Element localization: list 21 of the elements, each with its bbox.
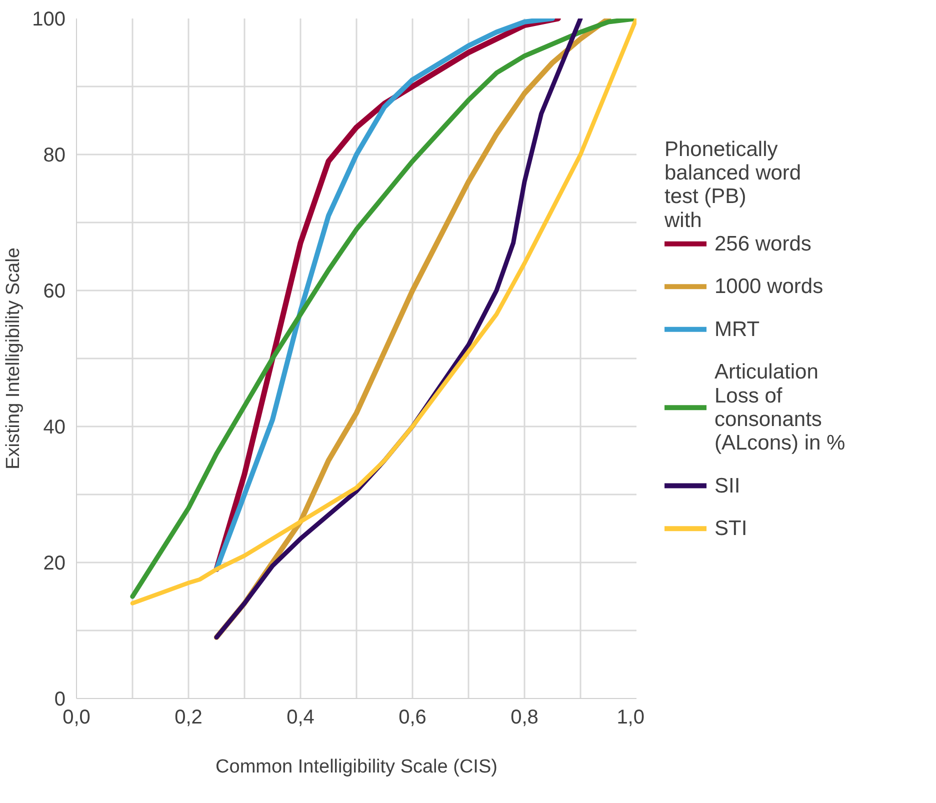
- legend-label: 256 words: [714, 232, 812, 256]
- y-tick-label: 60: [43, 280, 66, 302]
- legend-label: Articulation Loss of consonants (ALcons) in %: [714, 360, 846, 454]
- y-tick-label: 100: [32, 8, 66, 30]
- legend-title: Phonetically balanced word test (PB) with: [664, 138, 802, 232]
- x-tick-label: 1,0: [616, 706, 645, 728]
- legend-label: 1000 words: [714, 275, 824, 298]
- x-tick-label: 0,4: [286, 706, 314, 728]
- y-tick-label: 80: [43, 144, 66, 166]
- x-tick-label: 0,2: [174, 706, 202, 728]
- y-tick-label: 0: [54, 688, 66, 710]
- x-axis-title: Common Intelligibility Scale (CIS): [216, 756, 498, 778]
- x-tick-label: 0,0: [62, 706, 90, 728]
- legend-label: SII: [714, 474, 740, 498]
- y-tick-label: 20: [43, 552, 66, 574]
- legend-label: MRT: [714, 318, 760, 341]
- x-tick-label: 0,8: [510, 706, 538, 728]
- y-tick-label: 40: [43, 416, 66, 438]
- x-tick-label: 0,6: [398, 706, 426, 728]
- y-axis-title: Existing Intelligibility Scale: [3, 248, 24, 470]
- legend-label: STI: [714, 517, 748, 540]
